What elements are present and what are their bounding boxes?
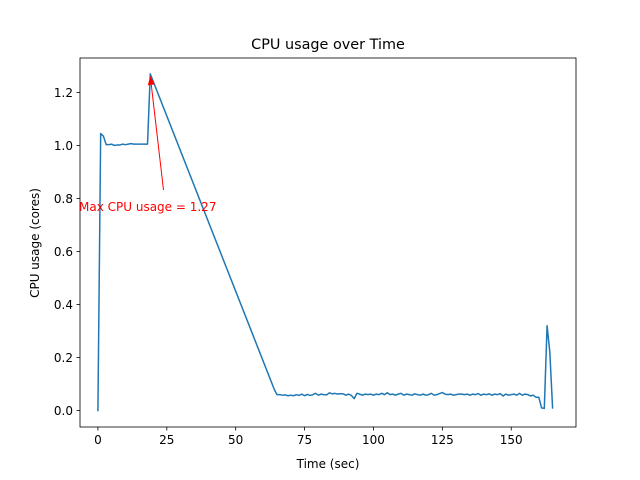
y-tick-label: 0.2 bbox=[54, 351, 73, 365]
x-tick-label: 25 bbox=[159, 433, 174, 447]
plot-frame bbox=[79, 57, 577, 428]
x-tick-label: 0 bbox=[94, 433, 102, 447]
y-tick-label: 1.0 bbox=[54, 139, 73, 153]
y-tick-label: 0.6 bbox=[54, 245, 73, 259]
x-tick-label: 50 bbox=[228, 433, 243, 447]
x-tick-label: 150 bbox=[500, 433, 523, 447]
y-tick-label: 1.2 bbox=[54, 86, 73, 100]
annotation-arrow-head bbox=[147, 75, 155, 86]
x-tick-label: 100 bbox=[362, 433, 385, 447]
chart-title: CPU usage over Time bbox=[251, 37, 405, 53]
y-tick-label: 0.8 bbox=[54, 192, 73, 206]
y-tick-label: 0.4 bbox=[54, 298, 73, 312]
y-axis-label: CPU usage (cores) bbox=[28, 188, 42, 298]
annotation-arrow-shaft bbox=[150, 84, 164, 191]
x-tick-label: 125 bbox=[431, 433, 454, 447]
series-line-0 bbox=[97, 73, 554, 412]
y-tick-label: 0.0 bbox=[54, 404, 73, 418]
x-axis-label: Time (sec) bbox=[296, 457, 360, 471]
annotation-text: Max CPU usage = 1.27 bbox=[79, 200, 216, 214]
x-tick-label: 75 bbox=[297, 433, 312, 447]
